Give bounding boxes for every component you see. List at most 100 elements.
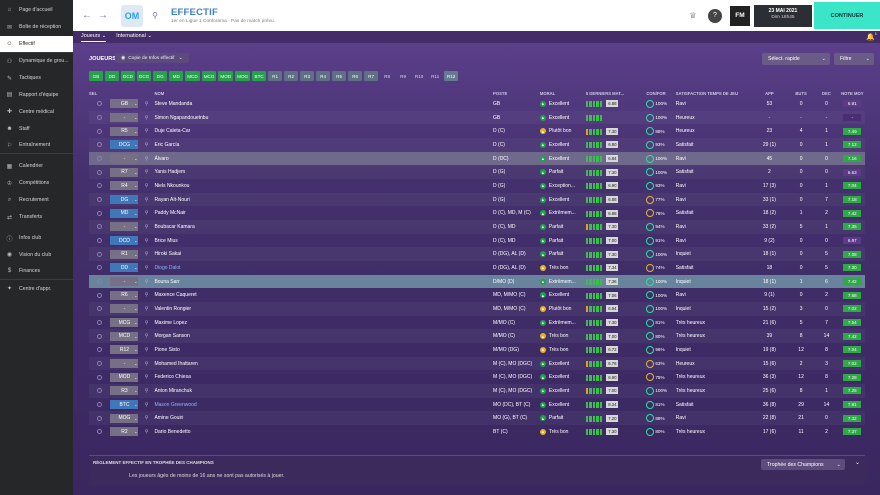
table-row[interactable]: DCD ⌄ ⚲ Brice Mius D (C), MD ▲ Parfait 7.00 91% R… — [89, 234, 865, 248]
select-cell[interactable] — [89, 320, 110, 326]
position-cell[interactable]: DCG ⌄ — [110, 140, 141, 150]
position-filter-mod[interactable]: MOD — [218, 71, 234, 81]
player-info-icon[interactable]: ⚲ — [144, 223, 149, 230]
filter-dropdown[interactable]: Filtre ⌄ — [834, 53, 874, 65]
sidebar-item-3[interactable]: ⚇ Dynamique de grou... — [0, 53, 73, 70]
player-name[interactable]: Hiroki Sakai — [154, 251, 182, 258]
select-radio[interactable] — [97, 347, 103, 353]
position-cell[interactable]: DG ⌄ — [110, 195, 141, 205]
copy-view-button[interactable]: ◉ Copie de Infos effectif ⌄ — [115, 53, 189, 63]
player-name[interactable]: Boubacar Kamara — [154, 223, 195, 230]
position-cell[interactable]: - ⌄ — [110, 154, 141, 164]
table-row[interactable]: DD ⌄ ⚲ Diogo Dalot D (DG), AL (D) ▲ Très bon 7.… — [89, 261, 865, 275]
select-cell[interactable] — [89, 169, 110, 175]
col-form[interactable]: 5 DERNIERS MAT... — [585, 90, 624, 96]
position-select[interactable]: DD ⌄ — [110, 263, 139, 273]
player-info-icon[interactable]: ⚲ — [144, 333, 149, 340]
player-info-icon[interactable]: ⚲ — [144, 415, 149, 422]
position-select[interactable]: MCG ⌄ — [110, 318, 139, 328]
position-cell[interactable]: R12 ⌄ — [110, 345, 141, 355]
table-row[interactable]: DCG ⌄ ⚲ Eric García D (C) ▲ Excellent 6.90 93% Sa… — [89, 138, 865, 152]
select-radio[interactable] — [97, 333, 103, 339]
select-cell[interactable] — [89, 402, 110, 408]
player-name[interactable]: Eric García — [154, 141, 180, 148]
table-row[interactable]: - ⌄ ⚲ Simon Ngapandouetnbu GB ▲ Excellent 100% H… — [89, 110, 865, 125]
player-name[interactable]: Valentin Rongier — [154, 305, 192, 312]
player-info-icon[interactable]: ⚲ — [144, 264, 149, 271]
position-cell[interactable]: MOD ⌄ — [110, 372, 141, 382]
table-row[interactable]: R5 ⌄ ⚲ Duje Caleta-Car D (C) ▲ Plutôt bon 7.30 8… — [89, 124, 865, 138]
back-arrow-icon[interactable]: ← — [82, 10, 92, 21]
position-filter-gb[interactable]: GB — [89, 71, 103, 81]
select-cell[interactable] — [89, 429, 110, 435]
position-cell[interactable]: R5 ⌄ — [110, 126, 141, 136]
select-radio[interactable] — [97, 429, 103, 435]
position-select[interactable]: DCG ⌄ — [110, 140, 139, 150]
sidebar-item-15[interactable]: $ Finances — [0, 263, 73, 281]
player-name[interactable]: Amine Gouiri — [154, 415, 184, 422]
position-filter-r2[interactable]: R2 — [284, 71, 299, 81]
position-filter-mog[interactable]: MOG — [235, 71, 251, 81]
position-cell[interactable]: R3 ⌄ — [110, 386, 141, 396]
position-select[interactable]: R12 ⌄ — [110, 345, 139, 355]
table-row[interactable]: MD ⌄ ⚲ Paddy McNair D (C), MD, M (C) ▲ Extrême… — [89, 206, 865, 220]
position-select[interactable]: - ⌄ — [110, 113, 139, 122]
collapse-icon[interactable]: ⌄ — [854, 460, 860, 466]
player-name[interactable]: Bouna Sarr — [154, 278, 180, 285]
col-sat[interactable]: SATISFACTION TEMPS DE JEU — [675, 90, 738, 96]
position-cell[interactable]: R6 ⌄ — [110, 290, 141, 300]
player-name[interactable]: Dario Benedetto — [154, 428, 191, 435]
player-name[interactable]: Pione Sisto — [154, 346, 180, 353]
competition-dropdown[interactable]: Trophée des Champions ⌄ — [761, 459, 845, 470]
help-icon[interactable]: ? — [708, 8, 722, 23]
select-radio[interactable] — [97, 320, 103, 326]
position-select[interactable]: MD ⌄ — [110, 208, 139, 218]
notification-bell-icon[interactable]: 🔔 — [866, 34, 875, 41]
select-cell[interactable] — [89, 374, 110, 380]
table-row[interactable]: BTC ⌄ ⚲ Mason Greenwood MO (DC), BT (C) ▲ Exce… — [89, 398, 865, 412]
player-info-icon[interactable]: ⚲ — [144, 237, 149, 244]
player-info-icon[interactable]: ⚲ — [144, 100, 149, 107]
col-poste[interactable]: POSTE — [493, 90, 508, 96]
select-cell[interactable] — [89, 347, 110, 353]
player-name[interactable]: Morgan Sanson — [154, 333, 190, 340]
position-select[interactable]: GB ⌄ — [110, 99, 139, 109]
table-row[interactable]: R12 ⌄ ⚲ Pione Sisto M/MO (DG) ▲ Très bon 6.72 96… — [89, 343, 865, 357]
position-select[interactable]: - ⌄ — [110, 277, 139, 287]
player-info-icon[interactable]: ⚲ — [144, 346, 149, 353]
select-radio[interactable] — [97, 415, 103, 421]
position-select[interactable]: R7 ⌄ — [110, 167, 139, 177]
player-info-icon[interactable]: ⚲ — [144, 114, 149, 121]
position-select[interactable]: R2 ⌄ — [110, 427, 139, 437]
col-buts[interactable]: BUTS — [795, 90, 807, 96]
select-radio[interactable] — [97, 224, 103, 230]
position-select[interactable]: MCD ⌄ — [110, 331, 139, 341]
player-name[interactable]: Maxence Caqueret — [154, 292, 197, 299]
position-select[interactable]: - ⌄ — [110, 154, 139, 164]
select-cell[interactable] — [89, 292, 110, 298]
player-name[interactable]: Álvaro — [154, 155, 169, 162]
col-nom[interactable]: NOM — [154, 90, 165, 96]
col-sel[interactable]: SEL — [89, 90, 98, 96]
table-row[interactable]: MCD ⌄ ⚲ Morgan Sanson M/MO (C) ▲ Très bon 7.00 8… — [89, 329, 865, 344]
sidebar-item-7[interactable]: ☻ Staff — [0, 120, 73, 137]
select-cell[interactable] — [89, 197, 110, 203]
table-row[interactable]: - ⌄ ⚲ Valentin Rongier MD, M/MO (C) ▲ Plutôt b… — [89, 302, 865, 316]
position-cell[interactable]: MCD ⌄ — [110, 331, 141, 341]
col-cond[interactable]: CON/FOR — [646, 90, 666, 96]
table-row[interactable]: - ⌄ ⚲ Álvaro D (DC) ▲ Excellent 6.84 100% Ravi 45 0… — [89, 151, 865, 166]
club-badge[interactable]: OM — [121, 4, 143, 27]
sidebar-item-9[interactable]: ▦ Calendrier — [0, 158, 73, 175]
table-row[interactable]: R4 ⌄ ⚲ Niels Nkounkou D (G) ▲ Exception... 6.90… — [89, 179, 865, 193]
select-cell[interactable] — [89, 101, 110, 107]
player-info-icon[interactable]: ⚲ — [144, 387, 149, 394]
select-cell[interactable] — [89, 333, 110, 339]
position-cell[interactable]: - ⌄ — [110, 113, 141, 123]
position-cell[interactable]: - ⌄ — [110, 359, 141, 369]
select-radio[interactable] — [97, 210, 103, 216]
select-radio[interactable] — [97, 183, 103, 189]
table-row[interactable]: R2 ⌄ ⚲ Dario Benedetto BT (C) ▲ Très bon 7.30 80… — [89, 425, 865, 439]
position-filter-r9[interactable]: R9 — [400, 73, 407, 79]
select-cell[interactable] — [89, 156, 110, 162]
col-app[interactable]: APP — [765, 90, 774, 96]
